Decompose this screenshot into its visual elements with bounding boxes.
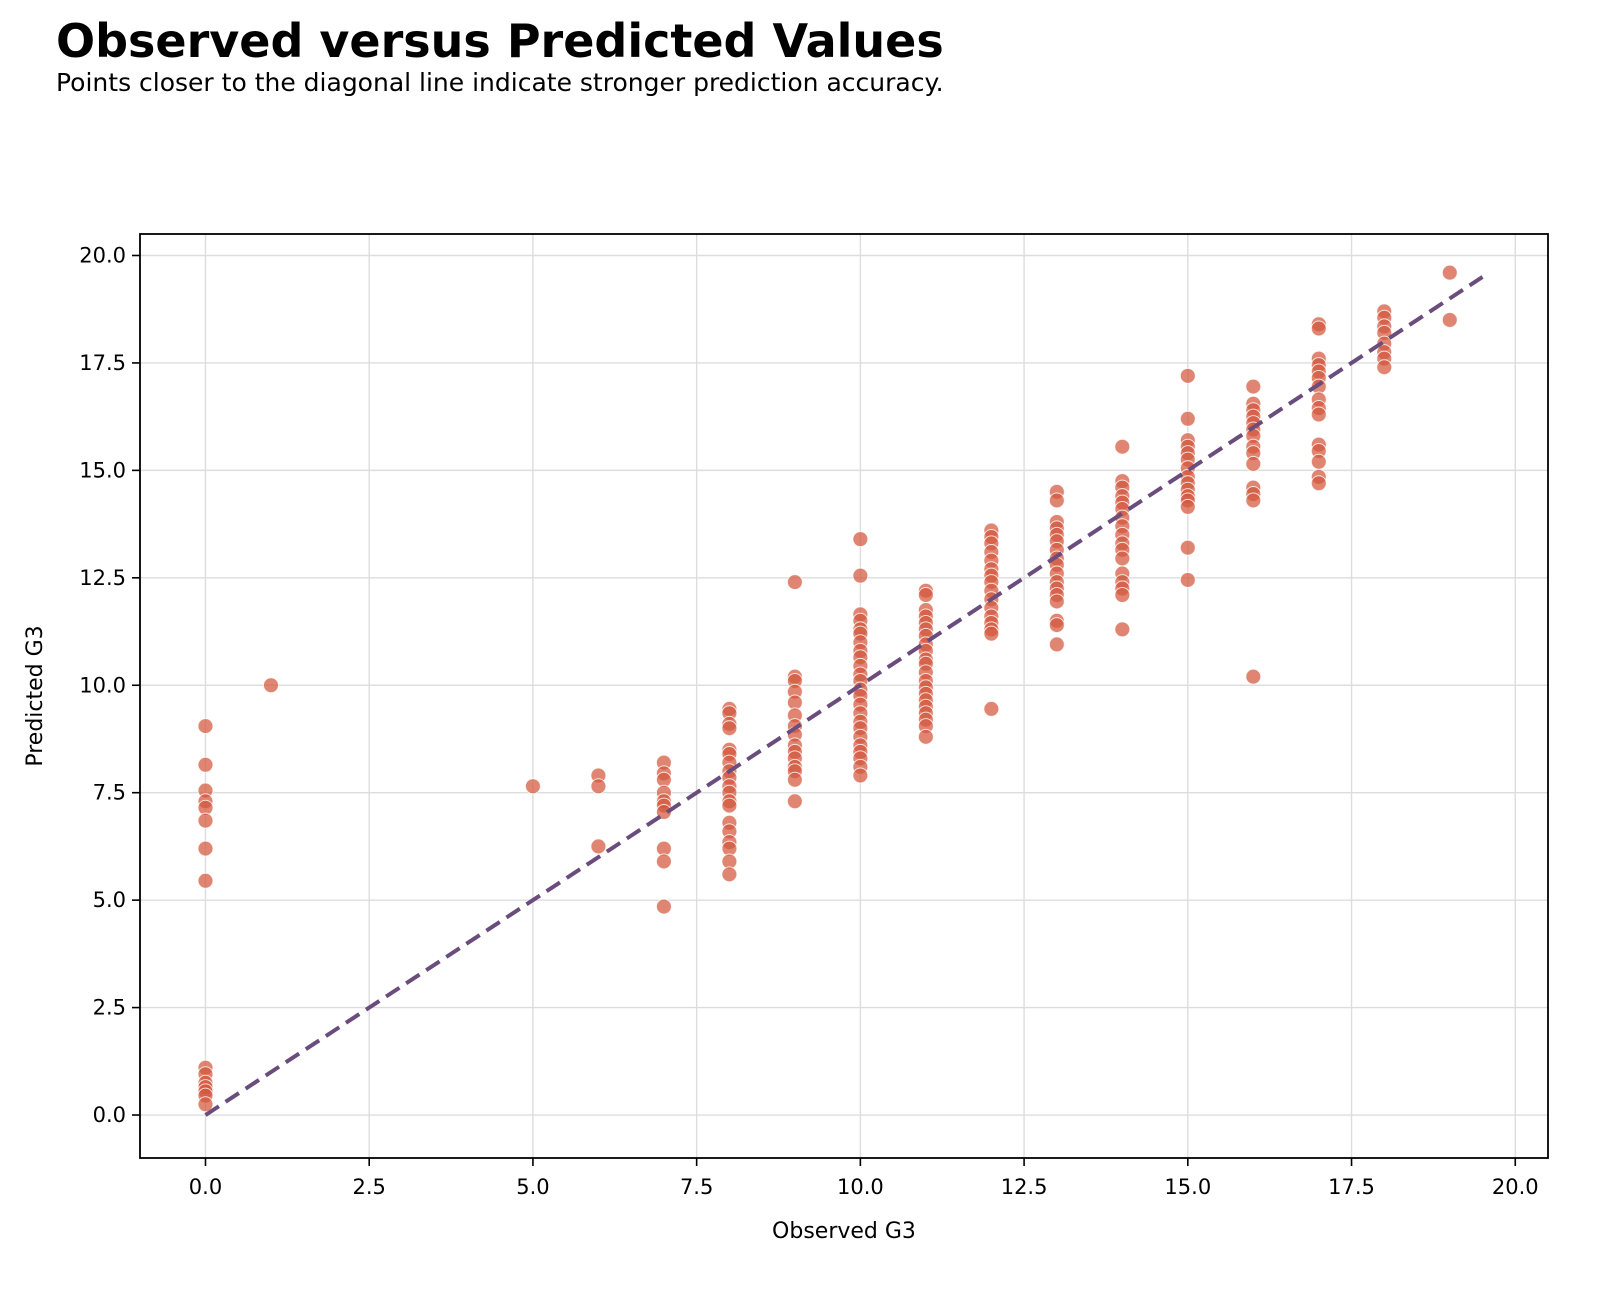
data-point xyxy=(197,1096,214,1113)
x-tick-label: 20.0 xyxy=(1492,1175,1539,1199)
data-point xyxy=(197,840,214,857)
data-point xyxy=(786,793,803,810)
data-point xyxy=(1245,378,1262,395)
data-point xyxy=(1179,571,1196,588)
y-tick-label: 12.5 xyxy=(79,566,126,590)
scatter-points xyxy=(197,264,1458,1113)
x-tick-label: 12.5 xyxy=(1001,1175,1048,1199)
data-point xyxy=(1310,453,1327,470)
data-point xyxy=(1048,492,1065,509)
x-tick-label: 0.0 xyxy=(189,1175,222,1199)
data-point xyxy=(1179,367,1196,384)
data-point xyxy=(1114,621,1131,638)
data-point xyxy=(852,767,869,784)
data-point xyxy=(1310,406,1327,423)
x-tick-label: 10.0 xyxy=(837,1175,884,1199)
x-axis-ticks: 0.0 2.5 5.0 7.5 10.0 12.5 15.0 17.5 20.0 xyxy=(189,1158,1539,1199)
data-point xyxy=(197,756,214,773)
data-point xyxy=(721,720,738,737)
y-tick-label: 20.0 xyxy=(79,243,126,267)
data-point xyxy=(590,778,607,795)
y-tick-label: 15.0 xyxy=(79,458,126,482)
data-point xyxy=(1179,539,1196,556)
y-tick-label: 17.5 xyxy=(79,351,126,375)
data-point xyxy=(917,587,934,604)
data-point xyxy=(1310,475,1327,492)
y-axis-ticks: 0.0 2.5 5.0 7.5 10.0 12.5 15.0 17.5 20.0 xyxy=(79,243,140,1127)
x-tick-label: 5.0 xyxy=(516,1175,549,1199)
data-point xyxy=(1179,410,1196,427)
data-point xyxy=(983,625,1000,642)
diagonal-reference-line xyxy=(204,275,1484,1117)
data-point xyxy=(655,853,672,870)
chart-title: Observed versus Predicted Values xyxy=(56,14,944,68)
data-point xyxy=(1048,593,1065,610)
data-point xyxy=(786,771,803,788)
data-point xyxy=(1376,359,1393,376)
data-point xyxy=(917,728,934,745)
data-point xyxy=(1114,587,1131,604)
x-tick-label: 7.5 xyxy=(680,1175,713,1199)
data-point xyxy=(1245,668,1262,685)
data-point xyxy=(1310,320,1327,337)
plot-frame xyxy=(139,233,1549,1159)
x-tick-label: 15.0 xyxy=(1164,1175,1211,1199)
x-tick-label: 17.5 xyxy=(1328,1175,1375,1199)
y-tick-label: 5.0 xyxy=(93,888,126,912)
data-point xyxy=(655,804,672,821)
data-point xyxy=(1114,550,1131,567)
data-point xyxy=(786,574,803,591)
chart-subtitle: Points closer to the diagonal line indic… xyxy=(56,68,944,97)
y-tick-label: 2.5 xyxy=(93,996,126,1020)
data-point xyxy=(590,838,607,855)
data-point xyxy=(852,567,869,584)
data-point xyxy=(721,866,738,883)
y-axis-label: Predicted G3 xyxy=(23,625,48,766)
x-axis-label: Observed G3 xyxy=(772,1219,916,1244)
data-point xyxy=(1245,492,1262,509)
data-point xyxy=(1114,438,1131,455)
data-point xyxy=(1179,498,1196,515)
y-tick-label: 7.5 xyxy=(93,781,126,805)
data-point xyxy=(524,778,541,795)
x-tick-label: 2.5 xyxy=(353,1175,386,1199)
data-point xyxy=(852,531,869,548)
data-point xyxy=(1441,264,1458,281)
y-tick-label: 0.0 xyxy=(93,1103,126,1127)
data-point xyxy=(655,898,672,915)
data-point xyxy=(1048,617,1065,634)
data-point xyxy=(983,700,1000,717)
y-tick-label: 10.0 xyxy=(79,673,126,697)
data-point xyxy=(721,797,738,814)
data-point xyxy=(1048,636,1065,653)
data-point xyxy=(197,718,214,735)
data-point xyxy=(197,812,214,829)
data-point xyxy=(197,872,214,889)
data-point xyxy=(262,677,279,694)
data-point xyxy=(1441,311,1458,328)
data-point xyxy=(1245,455,1262,472)
